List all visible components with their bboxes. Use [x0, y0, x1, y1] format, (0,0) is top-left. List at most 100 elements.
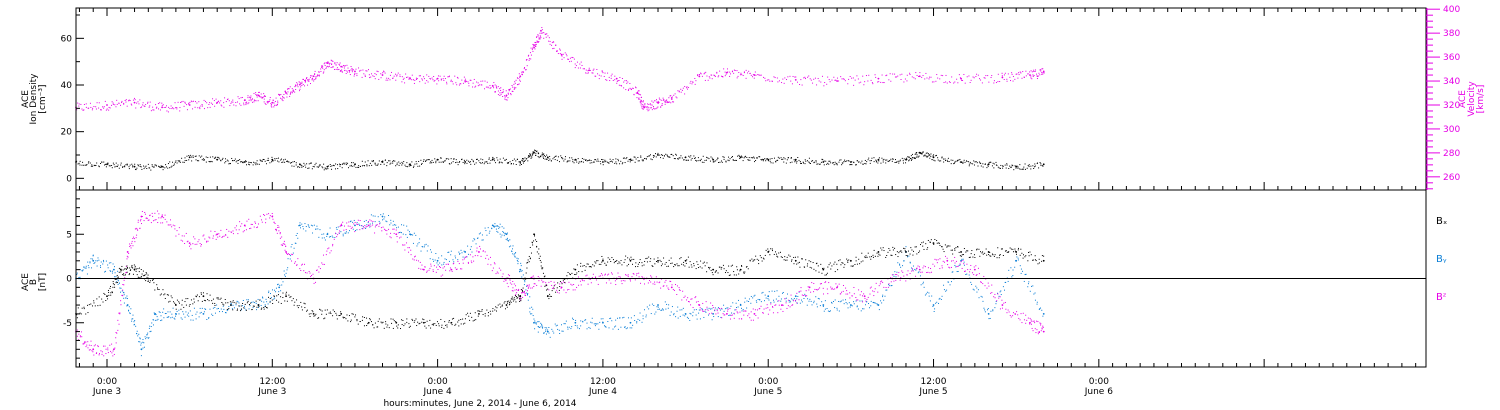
velocity-sample: [199, 106, 201, 108]
density-sample: [404, 164, 406, 166]
bz-sample: [524, 293, 526, 295]
by-sample: [986, 309, 988, 311]
bz-sample: [116, 332, 118, 334]
density-sample: [542, 154, 544, 156]
density-sample: [393, 160, 395, 162]
by-sample: [401, 224, 403, 226]
bx-sample: [112, 283, 114, 285]
velocity-sample: [521, 71, 523, 73]
by-sample: [782, 291, 784, 293]
by-point: [491, 224, 494, 227]
density-sample: [83, 164, 85, 166]
velocity-sample: [169, 108, 171, 110]
velocity-sample: [692, 81, 694, 83]
by-sample: [188, 315, 190, 317]
density-sample: [502, 157, 504, 159]
by-sample: [305, 226, 307, 228]
velocity-sample: [290, 91, 292, 93]
by-sample: [278, 291, 280, 293]
density-sample: [531, 156, 533, 158]
bx-sample: [94, 305, 96, 307]
bz-sample: [1037, 321, 1039, 323]
by-sample: [834, 299, 836, 301]
velocity-sample: [601, 71, 603, 73]
bz-sample: [736, 311, 738, 313]
bz-sample: [192, 243, 194, 245]
bz-sample: [632, 273, 634, 275]
by-sample: [511, 251, 513, 253]
velocity-sample: [831, 79, 833, 81]
by-sample: [142, 341, 144, 343]
bz-sample: [158, 213, 160, 215]
bz-sample: [225, 234, 227, 236]
velocity-sample: [956, 78, 958, 80]
bz-sample: [586, 274, 588, 276]
by-sample: [631, 327, 633, 329]
density-sample: [271, 156, 273, 158]
density-sample: [996, 164, 998, 166]
by-sample: [445, 259, 447, 261]
by-sample: [701, 308, 703, 310]
by-sample: [92, 254, 94, 256]
velocity-sample: [568, 58, 570, 60]
by-sample: [656, 306, 658, 308]
bz-sample: [638, 276, 640, 278]
bz-sample: [969, 271, 971, 273]
velocity-sample: [140, 107, 142, 109]
bz-sample: [163, 217, 165, 219]
density-sample: [933, 154, 935, 156]
bz-sample: [404, 244, 406, 246]
by-sample: [609, 318, 611, 320]
bz-sample: [277, 227, 279, 229]
velocity-sample: [216, 102, 218, 104]
density-sample: [560, 155, 562, 157]
density-sample: [695, 159, 697, 161]
bz-sample: [946, 257, 948, 259]
bz-sample: [134, 228, 136, 230]
bz-sample: [727, 308, 729, 310]
bz-sample: [471, 262, 473, 264]
density-sample: [888, 160, 890, 162]
density-sample: [358, 166, 360, 168]
velocity-sample: [833, 76, 835, 78]
density-sample: [1017, 166, 1019, 168]
density-sample: [456, 161, 458, 163]
by-sample: [545, 329, 547, 331]
bz-sample: [268, 213, 270, 215]
bz-sample: [332, 243, 334, 245]
velocity-sample: [179, 110, 181, 112]
by-sample: [746, 300, 748, 302]
density-sample: [134, 168, 136, 170]
velocity-sample: [359, 70, 361, 72]
bx-sample: [109, 287, 111, 289]
bz-sample: [342, 221, 344, 223]
density-sample: [325, 168, 327, 170]
by-sample: [624, 326, 626, 328]
by-sample: [498, 227, 500, 229]
velocity-sample: [543, 37, 545, 39]
by-sample: [504, 232, 506, 234]
velocity-sample: [666, 99, 668, 101]
by-sample: [254, 302, 256, 304]
velocity-sample: [323, 69, 325, 71]
velocity-sample: [629, 83, 631, 85]
velocity-sample: [322, 65, 324, 67]
by-sample: [126, 295, 128, 297]
bx-sample: [149, 282, 151, 284]
density-sample: [299, 166, 301, 168]
bz-sample: [184, 242, 186, 244]
density-sample: [486, 161, 488, 163]
velocity-sample: [209, 102, 211, 104]
by-sample: [1012, 269, 1014, 271]
density-sample: [209, 161, 211, 163]
velocity-sample: [457, 77, 459, 79]
density-sample: [917, 156, 919, 158]
by-sample: [748, 300, 750, 302]
by-sample: [891, 285, 893, 287]
bz-sample: [122, 289, 124, 291]
bz-sample: [896, 274, 898, 276]
by-sample: [626, 327, 628, 329]
velocity-sample: [755, 74, 757, 76]
bz-sample: [715, 313, 717, 315]
velocity-sample: [985, 75, 987, 77]
